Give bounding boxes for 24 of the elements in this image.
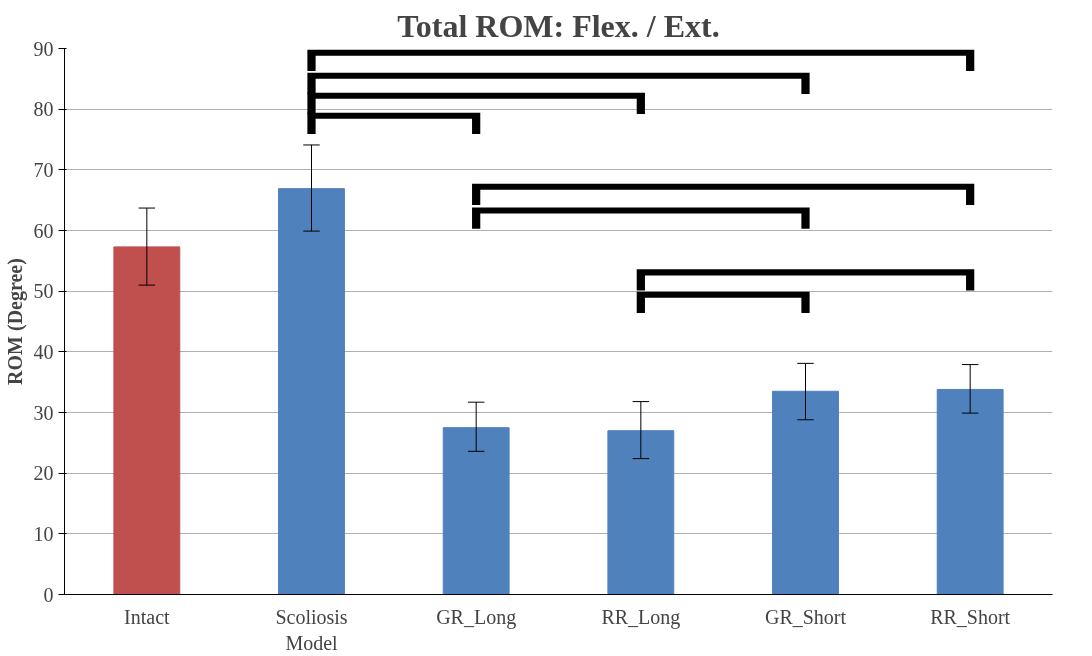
x-tick-label: Scoliosis Model	[275, 605, 348, 654]
x-tick-label: GR_Long	[436, 605, 517, 629]
y-tick-label: 20	[33, 462, 54, 485]
y-tick-label: 10	[33, 522, 54, 545]
bar	[278, 188, 345, 595]
chart-title: Total ROM: Flex. / Ext.	[397, 7, 720, 44]
x-tick-label: RR_Short	[930, 605, 1011, 628]
y-tick-label: 30	[33, 401, 54, 424]
x-tick-label: GR_Short	[764, 605, 847, 628]
bar	[113, 246, 181, 595]
y-tick-label: 0	[43, 583, 54, 606]
bar	[442, 427, 510, 595]
bar	[936, 388, 1004, 595]
y-tick-label: 80	[33, 98, 54, 121]
x-tick-label: RR_Long	[601, 605, 681, 629]
bar	[607, 430, 675, 595]
y-tick-label: 60	[33, 219, 54, 242]
y-tick-label: 40	[33, 340, 54, 363]
y-tick-label: 70	[33, 158, 54, 181]
y-axis-title: ROM (Degree)	[3, 258, 27, 385]
bar	[772, 390, 839, 595]
y-tick-label: 50	[33, 280, 54, 303]
y-tick-label: 90	[33, 37, 54, 60]
x-tick-label: Intact	[124, 605, 171, 628]
